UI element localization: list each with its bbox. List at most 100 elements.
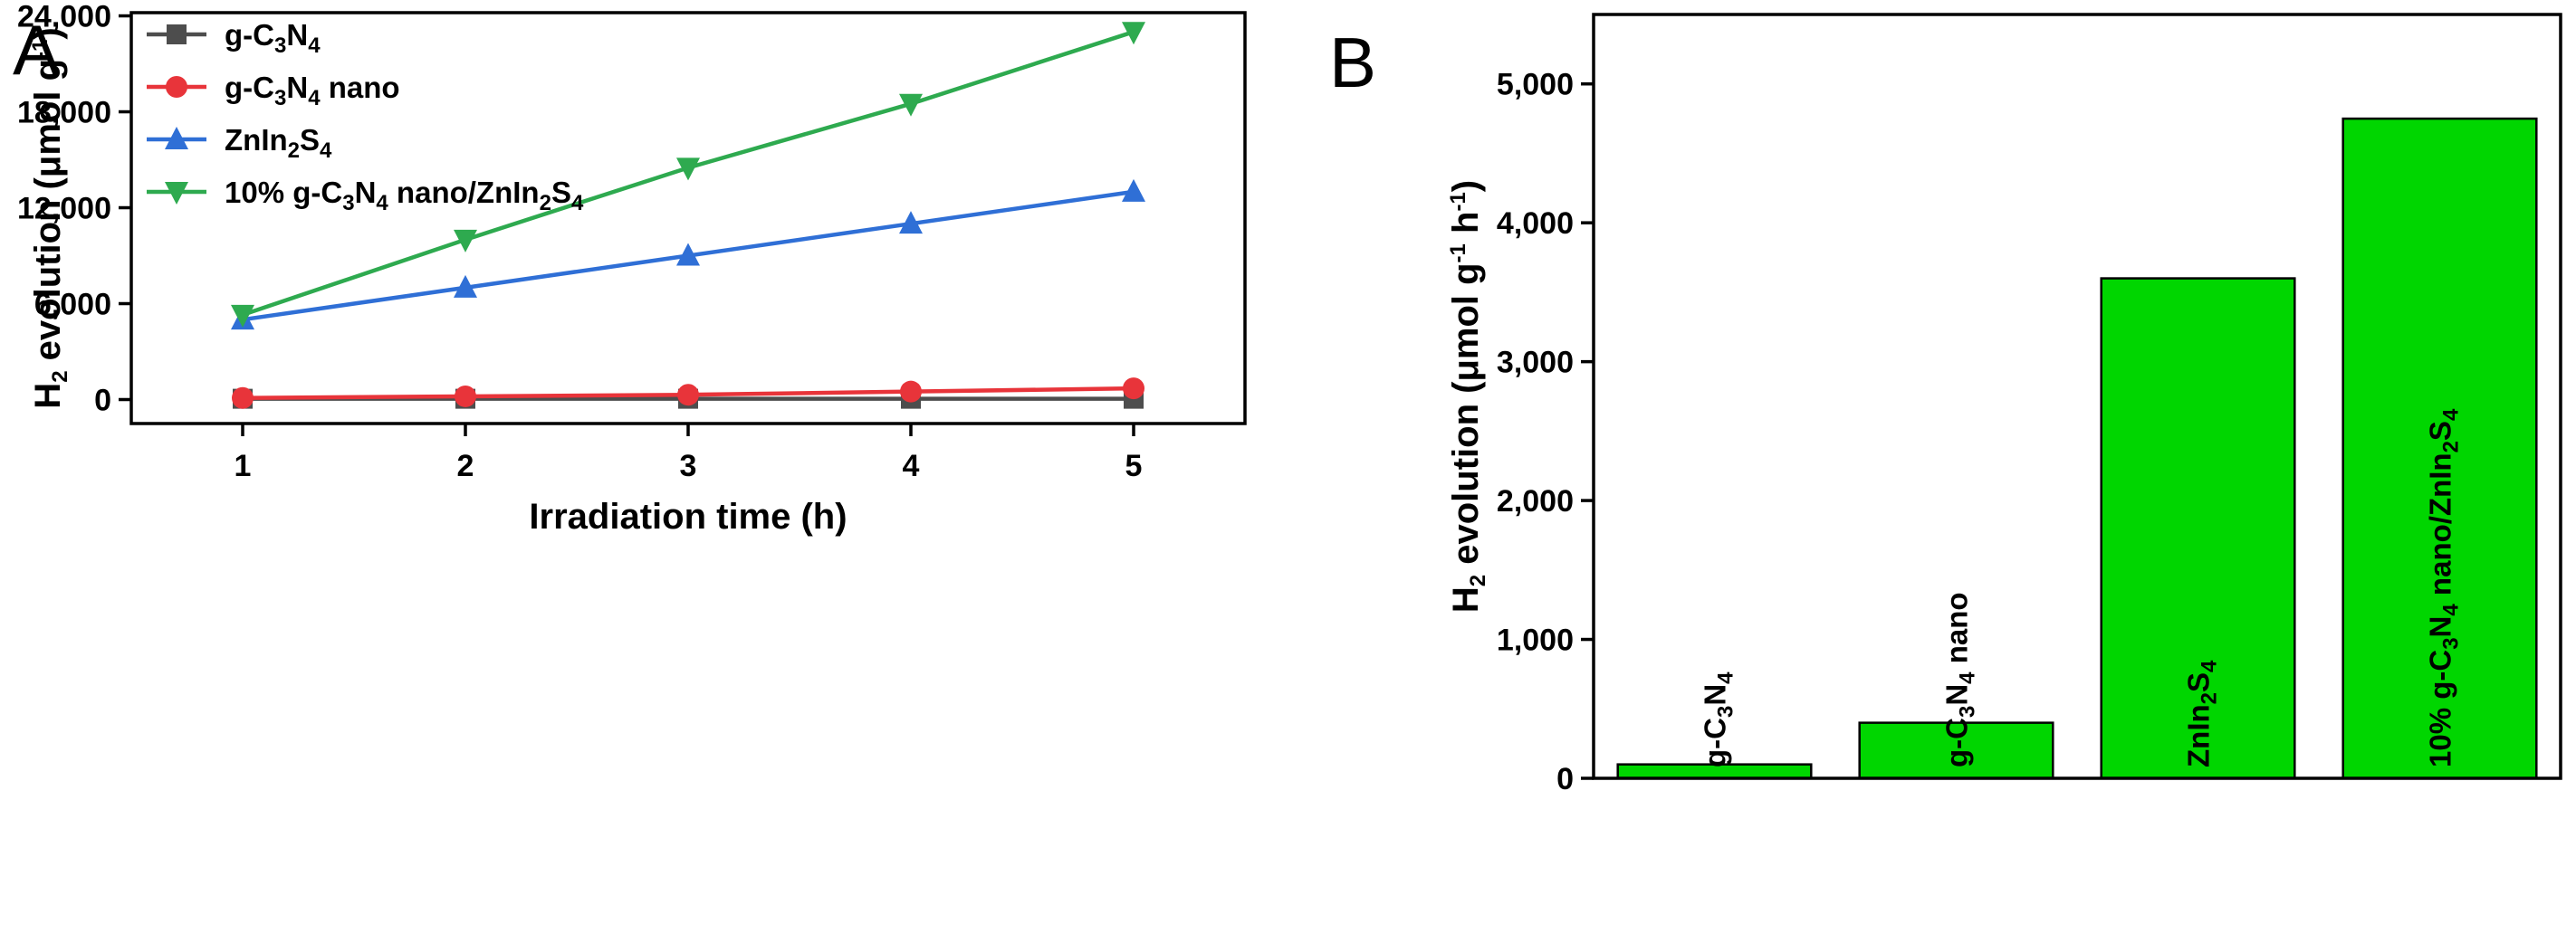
x-tick-label: 5 [1125,449,1143,483]
y-axis-title-part: H [1446,586,1486,613]
legend-label-gc3n4nano: g-C3N4 nano [225,71,400,110]
y-axis-title: H2 evolution (μmol g-1) [28,27,72,408]
legend-label-composite: 10% g-C3N4 nano/ZnIn2S4 [225,176,584,215]
bar-label-3-part: 4 [2439,604,2464,616]
legend-label-composite-part: 4 [376,191,388,215]
y-tick-label: 1,000 [1497,624,1574,658]
legend-label-znin2s4-part: 2 [288,138,300,163]
bar-label-2-part: 4 [2198,660,2222,672]
y-axis-title-part: evolution (μmol g [1446,262,1486,574]
y-tick-label: 2,000 [1497,484,1574,519]
y-tick-label: 18,000 [17,96,111,130]
bar-3 [2341,117,2538,780]
legend-marker-znin2s4 [165,127,188,149]
bar-label-1-part: 3 [1956,706,1980,718]
legend-label-znin2s4-part: S [300,123,320,157]
legend-label-gc3n4-part: N [286,18,308,52]
bar-label-3-part: 10% g-C [2424,650,2457,767]
y-tick-label: 6,000 [34,288,111,322]
panel-a-letter: A [13,10,60,90]
bar-label-0-part: 4 [1714,672,1738,684]
y-axis-title-part: ) [1446,180,1486,192]
bar-label-3-part: 2 [2439,441,2464,452]
x-tick-label: 1 [235,449,252,483]
bar-label-1-part: 4 [1956,672,1980,684]
data-point-composite [454,229,477,252]
legend-label-gc3n4nano-part: g-C [225,71,274,104]
legend-label-gc3n4nano-part: 4 [308,86,321,110]
y-axis-title-part: 2 [48,370,72,382]
legend-label-gc3n4: g-C3N4 [225,18,321,58]
bar-2 [2100,277,2296,780]
bar-label-1-part: nano [1940,592,1974,672]
data-point-composite [231,304,254,328]
y-axis-title-part: -1 [28,40,53,59]
y-tick-label: 4,000 [1497,206,1574,241]
data-point-gc3n4nano [455,385,476,407]
data-point-composite [676,157,700,181]
data-point-composite [1122,22,1145,45]
bar-label-3-part: nano/ZnIn [2424,452,2457,604]
bar-label-3-part: 3 [2439,637,2464,649]
bar-label-1-part: g-C [1940,718,1974,767]
legend-label-composite-part: N [355,176,377,209]
y-tick-label: 0 [94,384,111,418]
legend-label-composite-part: 3 [342,191,354,215]
y-axis-title-part: -1 [1446,192,1470,211]
data-point-znin2s4 [676,243,700,266]
legend-label-composite-part: 10% g-C [225,176,342,209]
plot-frame [1592,13,2562,780]
data-point-gc3n4nano [232,386,254,409]
bar-label-2-part: S [2182,672,2216,692]
legend-label-gc3n4-part: 3 [274,33,286,58]
y-tick-label: 3,000 [1497,346,1574,380]
panel-b-letter: B [1329,23,1376,102]
bar-label-2-part: 2 [2198,692,2222,704]
legend-label-composite-part: S [551,176,571,209]
x-tick-label: 2 [457,449,474,483]
legend-label-znin2s4: ZnIn2S4 [225,123,332,163]
legend-label-gc3n4nano-part: nano [321,71,400,104]
bar-label-3: 10% g-C3N4 nano/ZnIn2S4 [2424,408,2464,767]
x-tick-label: 3 [680,449,697,483]
y-tick-label: 24,000 [17,0,111,34]
data-point-composite [899,93,923,117]
y-axis-title-part: ) [28,27,68,39]
bar-label-1-part: N [1940,684,1974,706]
bar-label-2: ZnIn2S4 [2182,660,2222,767]
data-point-znin2s4 [454,274,477,298]
bar-label-3-part: N [2424,616,2457,638]
bar-label-1: g-C3N4 nano [1940,592,1980,767]
bar-label-0-part: g-C [1699,718,1732,767]
legend-label-gc3n4-part: g-C [225,18,274,52]
bar-label-3-part: S [2424,421,2457,441]
legend-marker-gc3n4nano [166,76,187,98]
y-tick-label: 0 [1556,762,1574,796]
y-axis-title-part: -1 [1446,243,1470,262]
legend-label-znin2s4-part: ZnIn [225,123,288,157]
legend-marker-composite [165,182,188,205]
bar-label-2-part: ZnIn [2182,704,2216,767]
data-point-gc3n4nano [1123,377,1144,400]
y-axis-title: H2 evolution (μmol g-1 h-1) [1446,180,1490,613]
y-axis-title-part: h [1446,212,1486,244]
y-tick-label: 12,000 [17,192,111,226]
legend-label-composite-part: 2 [540,191,551,215]
legend-label-composite-part: nano/ZnIn [388,176,540,209]
legend-label-gc3n4-part: 4 [308,33,321,58]
x-axis-title: Irradiation time (h) [529,497,847,537]
y-axis-title-part: H [28,383,68,409]
y-axis-title-part: 2 [1466,575,1490,586]
data-point-gc3n4nano [900,380,922,403]
x-tick-label: 4 [903,449,920,483]
legend-label-gc3n4nano-part: 3 [274,86,286,110]
y-axis-title-part: evolution (μmol g [28,59,68,370]
bar-label-0-part: N [1699,684,1732,706]
bar-1 [1858,721,2054,780]
data-point-gc3n4nano [677,384,699,406]
legend-marker-gc3n4 [167,24,187,44]
